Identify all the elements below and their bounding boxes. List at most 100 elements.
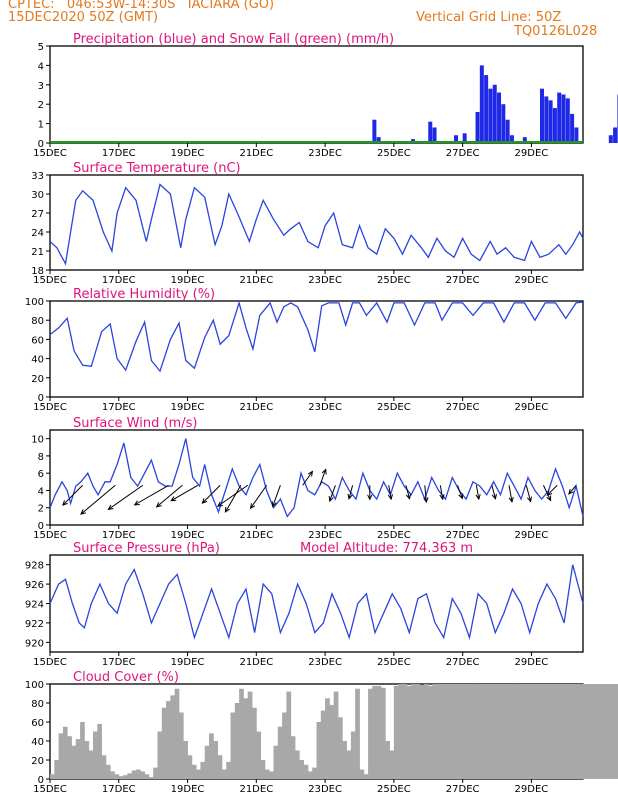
temp-ytick-label: 30: [31, 190, 44, 201]
wind-arrow-shaft: [250, 484, 268, 509]
precip-ytick-label: 3: [38, 81, 44, 92]
pres-ytick-label: 924: [25, 600, 44, 611]
precip-bar: [561, 94, 566, 143]
header-date-line: 15DEC2020 50Z (GMT): [8, 10, 159, 25]
cloud-bar: [183, 741, 188, 779]
wind-arrow-shaft: [108, 484, 144, 510]
wind-ytick-label: 10: [31, 435, 44, 446]
cloud-bar: [50, 774, 55, 779]
precip-bar: [475, 111, 480, 143]
cloud-bar: [337, 717, 343, 779]
cloud-bar: [514, 684, 519, 779]
wind-arrow-shaft: [80, 484, 116, 515]
cloud-bar: [454, 684, 459, 779]
precip-xtick-label: 15DEC: [33, 148, 67, 159]
cloud-bar: [131, 770, 137, 779]
wind-ytick-label: 8: [38, 452, 44, 463]
rh-ytick-label: 40: [31, 355, 44, 366]
header-station-line: CPTEC: 046:53W-14:30S IACIARA (GO): [8, 0, 275, 12]
rh-xtick-label: 15DEC: [33, 402, 67, 413]
cloud-bar: [380, 687, 386, 779]
pres-title: Surface Pressure (hPa): [73, 541, 220, 556]
wind-arrow-shaft: [272, 485, 281, 507]
cloud-bar: [583, 684, 588, 779]
cloud-ytick-label: 40: [31, 737, 44, 748]
wind-arrow-shaft: [508, 485, 513, 502]
temp-xtick-label: 25DEC: [377, 275, 411, 286]
cloud-bar: [471, 684, 476, 779]
rh-xtick-label: 27DEC: [446, 402, 480, 413]
cloud-bar: [144, 774, 150, 779]
cloud-bar: [613, 684, 618, 779]
precip-xtick-label: 25DEC: [377, 148, 411, 159]
wind-ytick-label: 2: [38, 504, 44, 515]
pres-xtick-label: 21DEC: [239, 657, 273, 668]
wind-frame: [49, 429, 584, 526]
precip-bar: [522, 137, 527, 143]
precip-bar: [454, 135, 459, 143]
cloud-bar: [497, 684, 502, 779]
rh-xtick-label: 17DEC: [102, 402, 136, 413]
cloud-bar: [492, 684, 498, 779]
cloud-bar: [84, 741, 90, 779]
cloud-bar: [475, 684, 481, 779]
wind-arrow-head: [546, 495, 552, 502]
cloud-bar: [441, 684, 446, 779]
wind-ytick-label: 4: [38, 486, 44, 497]
cloud-bar: [264, 769, 270, 779]
rh-xtick-label: 19DEC: [171, 402, 205, 413]
pres-xtick-label: 23DEC: [308, 657, 342, 668]
cloud-bar: [587, 684, 592, 779]
wind-arrow-head: [216, 501, 223, 507]
cloud-bar: [153, 767, 158, 779]
cloud-bar: [570, 684, 575, 779]
cloud-bar: [67, 736, 72, 779]
cloud-bar: [350, 731, 356, 779]
precip-bar: [497, 92, 502, 143]
wind-arrow-shaft: [405, 485, 411, 499]
rh-ytick-label: 80: [31, 316, 44, 327]
pres-annotation: Model Altitude: 774.363 m: [300, 541, 473, 556]
cloud-bar: [148, 777, 154, 779]
wind-arrow-shaft: [302, 471, 313, 486]
precip-bar: [608, 135, 613, 143]
wind-arrow-shaft: [424, 485, 427, 503]
cloud-bar: [368, 688, 373, 779]
wind-arrow-head: [249, 503, 256, 510]
cloud-bar: [178, 712, 184, 779]
cloud-bar: [548, 684, 554, 779]
wind-arrow-head: [321, 468, 327, 475]
wind-arrow-head: [568, 488, 574, 495]
wind-arrow-head: [387, 494, 393, 501]
wind-arrow-head: [133, 500, 140, 506]
cloud-bar: [247, 691, 253, 779]
cloud-bar: [62, 726, 68, 779]
cloud-bar: [110, 771, 115, 779]
cloud-bar: [123, 775, 128, 779]
rh-xtick-label: 23DEC: [308, 402, 342, 413]
cloud-ytick-label: 60: [31, 718, 44, 729]
wind-arrow-head: [526, 496, 532, 503]
cloud-bar: [187, 755, 193, 779]
cloud-bar: [191, 764, 197, 779]
cloud-bar: [320, 710, 326, 779]
cloud-xtick-label: 25DEC: [377, 784, 411, 795]
wind-xtick-label: 25DEC: [377, 530, 411, 541]
cloud-bar: [252, 707, 257, 779]
wind-arrow-head: [367, 494, 373, 501]
cloud-bar: [333, 691, 339, 779]
wind-arrow-shaft: [546, 484, 558, 496]
cloud-bar: [518, 684, 524, 779]
rh-title: Relative Humidity (%): [73, 287, 215, 302]
cloud-bar: [299, 760, 305, 779]
precip-ytick-label: 2: [38, 100, 44, 111]
cloud-bar: [200, 761, 206, 779]
cloud-bar: [75, 739, 81, 779]
precip-title: Precipitation (blue) and Snow Fall (gree…: [73, 32, 394, 47]
cloud-bar: [273, 745, 279, 779]
rh-series-line: [49, 300, 584, 373]
cloud-bar: [58, 733, 64, 779]
cloud-ytick-label: 80: [31, 699, 44, 710]
wind-arrow-shaft: [491, 485, 496, 499]
cloud-bar: [101, 755, 107, 779]
